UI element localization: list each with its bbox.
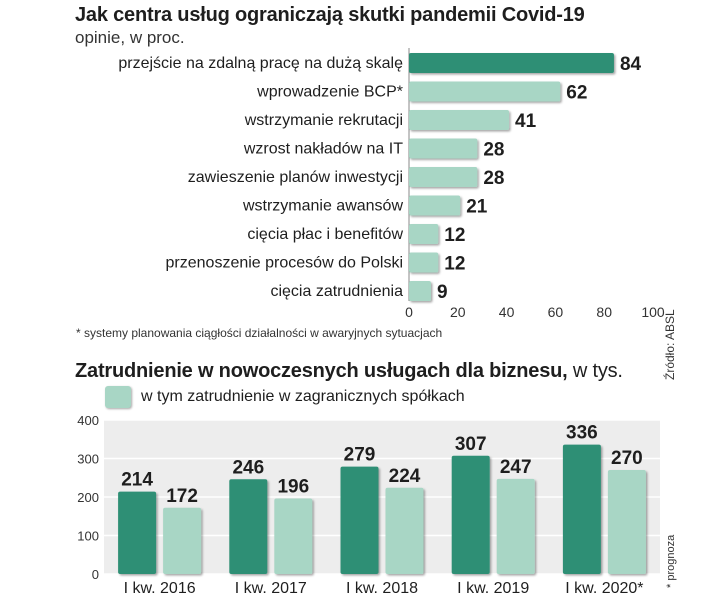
chart1-bar [409, 167, 478, 187]
chart1-category-label: zawieszenie planów inwestycji [188, 169, 403, 186]
chart2-bar-total [229, 479, 268, 574]
chart1-bar [409, 252, 439, 273]
chart2-y-tick: 100 [77, 529, 99, 544]
chart1-bar [409, 224, 439, 244]
chart1-category-label: wprowadzenie BCP* [256, 84, 403, 101]
chart1-value-label: 41 [515, 111, 537, 132]
chart1-bar [409, 81, 561, 102]
chart1-category-label: cięcia zatrudnienia [270, 283, 403, 300]
chart2-bar-foreign [163, 507, 202, 574]
chart1-x-tick: 20 [450, 304, 466, 320]
chart2-bar-total [562, 444, 601, 574]
chart1-category-label: cięcia płac i benefitów [247, 226, 403, 243]
chart1-value-label: 12 [444, 254, 465, 275]
chart1-subtitle: opinie, w proc. [75, 28, 185, 47]
chart1-value-label: 12 [444, 225, 465, 246]
chart2-y-tick: 200 [77, 490, 99, 505]
chart2-bar-total [118, 491, 157, 574]
chart1-category-label: przejście na zdalną pracę na dużą skalę [118, 55, 403, 72]
chart2-bar-total [340, 466, 379, 574]
chart1-category-label: wstrzymanie rekrutacji [244, 112, 403, 129]
forecast-note: * prognoza [665, 534, 677, 588]
chart2-value-label: 279 [344, 445, 376, 466]
chart1-bar [409, 195, 461, 216]
chart1-bar [409, 53, 614, 73]
chart2-title: Zatrudnienie w nowoczesnych usługach dla… [75, 360, 623, 383]
chart1-category-label: wzrost nakładów na IT [243, 141, 403, 158]
chart1-category-label: przenoszenie procesów do Polski [166, 255, 403, 272]
chart2-bar-foreign [274, 498, 313, 574]
chart1-value-label: 28 [483, 140, 504, 161]
chart2-category-label: I kw. 2020* [565, 580, 643, 597]
chart1-x-tick: 80 [596, 304, 612, 320]
chart1-value-label: 28 [483, 168, 504, 189]
chart1-category-label: wstrzymanie awansów [242, 198, 404, 215]
chart2-value-label: 196 [277, 477, 309, 498]
chart1-bar [409, 281, 431, 301]
chart2-title-unit: w tys. [567, 360, 623, 382]
chart1-bar [409, 110, 510, 130]
chart1-value-label: 21 [466, 197, 488, 218]
chart2-bar-foreign [607, 470, 646, 574]
chart2-bar-total [451, 455, 490, 574]
chart2-category-label: I kw. 2019 [457, 580, 529, 597]
chart2-y-tick: 300 [77, 452, 99, 467]
chart1-x-tick: 0 [405, 304, 413, 320]
chart1-value-label: 62 [566, 83, 587, 104]
chart1-x-tick: 60 [548, 304, 564, 320]
chart2-legend: w tym zatrudnienie w zagranicznych spółk… [105, 386, 465, 408]
chart2-value-label: 224 [389, 466, 421, 487]
chart2-category-label: I kw. 2018 [346, 580, 418, 597]
chart2-bar-foreign [496, 478, 535, 574]
chart1-footnote: * systemy planowania ciągłości działalno… [76, 326, 443, 340]
chart1-svg: przejście na zdalną pracę na dużą skalę 8… [118, 48, 665, 320]
chart2-bar-foreign [385, 487, 424, 574]
chart2-value-label: 307 [455, 434, 487, 455]
legend-label: w tym zatrudnienie w zagranicznych spółk… [141, 388, 465, 405]
chart2-title-main: Zatrudnienie w nowoczesnych usługach dla… [75, 360, 568, 382]
chart1-title: Jak centra usług ograniczają skutki pand… [75, 4, 585, 26]
chart1-x-tick: 100 [641, 304, 665, 320]
chart2-value-label: 246 [232, 457, 264, 478]
chart2-value-label: 270 [611, 448, 643, 469]
chart2-y-tick: 400 [77, 413, 99, 428]
chart2-value-label: 336 [566, 423, 598, 444]
chart1-bar [409, 138, 478, 159]
chart2-y-tick: 0 [92, 567, 99, 582]
chart1-x-tick: 40 [499, 304, 515, 320]
chart2-value-label: 214 [121, 470, 153, 491]
chart2-category-label: I kw. 2016 [124, 580, 196, 597]
chart1-value-label: 84 [620, 54, 642, 75]
chart1-value-label: 9 [437, 282, 448, 303]
chart2-value-label: 247 [500, 457, 532, 478]
chart2-category-label: I kw. 2017 [235, 580, 307, 597]
legend-swatch [105, 386, 131, 408]
chart2-value-label: 172 [166, 486, 198, 507]
